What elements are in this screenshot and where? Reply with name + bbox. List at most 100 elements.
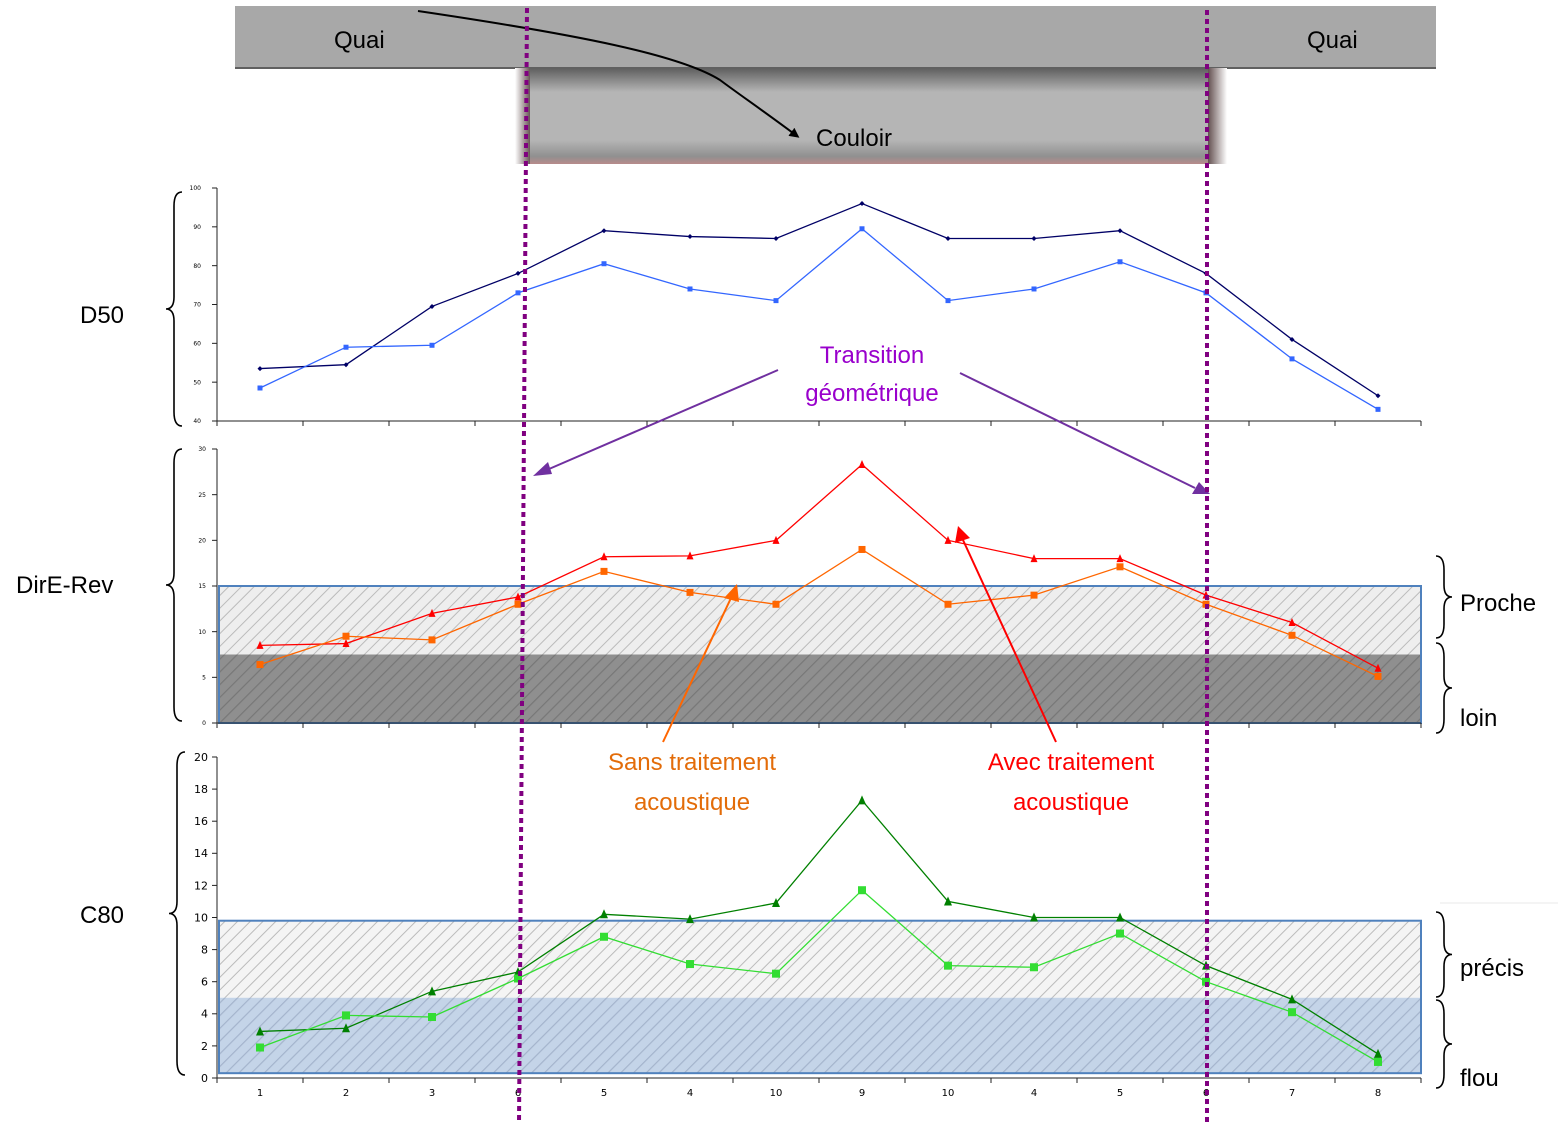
data-point-avec [945,235,951,241]
y-tick-label: 4 [201,1008,208,1021]
data-point-sans [687,286,693,292]
data-point-avec [944,535,952,544]
data-point-sans [1117,259,1123,265]
data-point-sans [772,600,780,608]
band-brace-Proche [1435,555,1453,639]
band-hatch-Proche [219,586,1421,655]
data-point-sans [1030,591,1038,599]
chart-dire-rev: Proche loin 0 5 10 15 20 25 30 DirE-Rev [16,446,1536,732]
chart-brace [165,448,183,722]
data-point-avec [773,235,779,241]
data-point-avec [687,234,693,240]
band-hatch-précis [219,920,1421,998]
data-point-avec [772,535,780,544]
charts: 405060708090100D50Procheloin051015202530… [16,185,1536,1099]
data-point-sans [514,600,522,608]
x-tick-label: 10 [942,1088,955,1099]
data-point-sans [342,632,350,640]
data-point-sans [773,298,779,304]
data-point-sans [600,932,608,941]
data-point-sans [343,344,349,350]
data-point-avec [859,201,865,207]
transition-arrow-left [548,369,779,470]
transition-label-line1: Transition [820,342,924,369]
y-tick-label: 8 [201,943,208,956]
data-point-sans [601,261,607,267]
band-brace-loin [1435,642,1453,734]
data-point-avec [1374,1048,1382,1058]
chart-label: D50 [80,302,124,329]
series-line-avec [259,463,1379,669]
data-point-sans [1116,929,1124,938]
data-point-avec [600,909,608,919]
band-label-précis: précis [1460,955,1524,982]
data-point-avec [858,460,866,469]
data-point-avec [428,608,436,617]
data-point-sans [428,1013,436,1022]
x-tick-label: 5 [1117,1088,1123,1099]
couloir-shade-right [1205,68,1227,164]
sans-traitement-arrow [662,597,732,743]
y-tick-label: 0 [202,720,206,727]
data-point-avec [343,362,349,368]
data-point-sans [515,290,521,296]
data-point-avec [1030,912,1038,922]
data-point-avec [1030,554,1038,563]
data-point-avec [1117,228,1123,234]
couloir-corridor [530,68,1208,164]
y-tick-label: 6 [201,976,208,989]
data-point-sans [944,600,952,608]
y-tick-label: 5 [202,674,206,681]
data-point-avec [601,228,607,234]
x-tick-label: 10 [770,1088,783,1099]
data-point-avec [1031,235,1037,241]
data-point-sans [257,385,263,391]
station-diagram: Quai Quai Couloir [235,6,1436,164]
series-line-sans [259,548,1379,678]
data-point-avec [1116,554,1124,563]
avec-traitement-arrow [962,539,1057,743]
y-tick-label: 80 [193,263,201,270]
data-point-sans [1288,631,1296,639]
band-label-flou: flou [1460,1065,1499,1092]
band-label-Proche: Proche [1460,590,1536,617]
y-tick-label: 14 [194,847,208,860]
x-tick-label: 4 [687,1088,693,1099]
data-point-sans [945,298,951,304]
data-point-sans [1031,286,1037,292]
data-point-sans [342,1011,350,1020]
data-point-avec [1288,994,1296,1004]
data-point-sans [428,636,436,644]
y-tick-label: 20 [198,537,206,544]
data-point-sans [686,960,694,969]
data-point-avec [1116,912,1124,922]
y-tick-label: 100 [190,185,202,192]
data-point-sans [1375,406,1381,412]
y-tick-label: 25 [198,492,206,499]
y-tick-label: 30 [198,446,206,453]
data-point-sans [514,974,522,983]
x-tick-label: 1 [257,1088,263,1099]
y-tick-label: 10 [194,911,208,924]
band-brace-flou [1435,999,1453,1089]
band-frame [218,919,1422,1075]
x-tick-label: 3 [429,1088,435,1099]
transition-line-left [517,7,529,1125]
data-point-sans [858,545,866,553]
data-point-avec [514,592,522,601]
couloir-label: Couloir [816,125,892,152]
series-line-avec [259,202,1379,397]
data-point-avec [1374,663,1382,672]
data-point-avec [1375,393,1381,399]
x-tick-label: 2 [343,1088,349,1099]
band-hatch-loin [219,654,1421,723]
data-point-avec [858,795,866,805]
chart-d50: 40 50 60 70 80 90 100 D50 [80,185,1422,426]
path-arrow [417,10,800,138]
data-point-sans [858,886,866,895]
x-tick-label: 9 [859,1088,865,1099]
data-point-avec [256,640,264,649]
series-line-sans [259,889,1379,1063]
series-line-avec [259,799,1379,1055]
transition-arrow-right [959,372,1196,489]
